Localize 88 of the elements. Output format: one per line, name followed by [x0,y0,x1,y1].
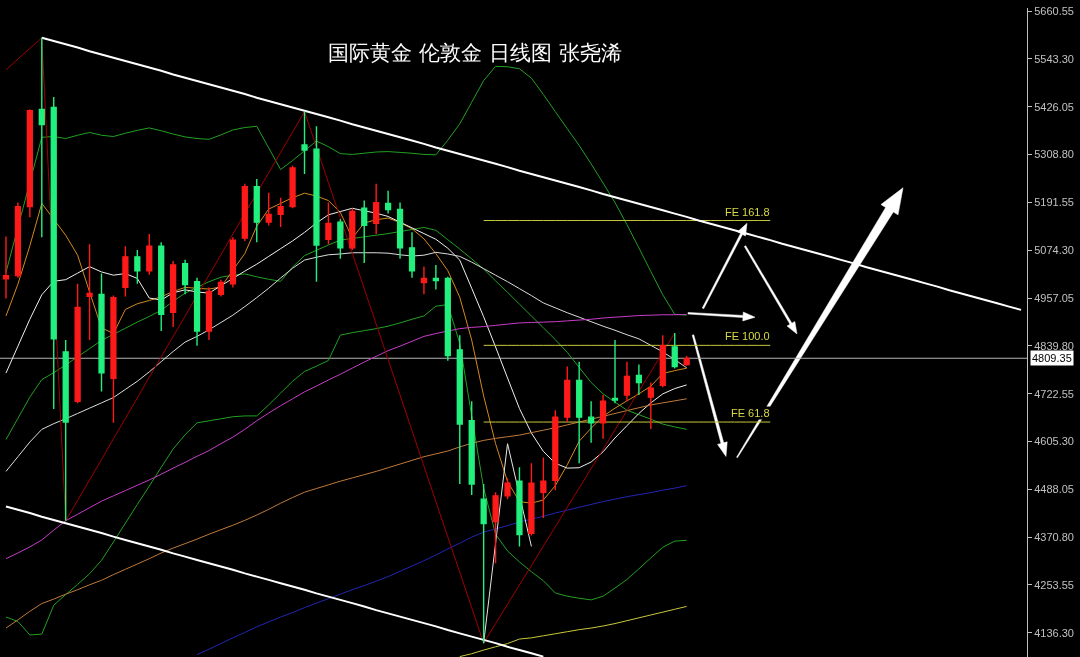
candlestick [26,108,33,218]
candlestick [98,272,105,393]
line-series [5,398,688,629]
ref-line-label: 4809.35 [1032,352,1072,364]
line-series [5,65,688,316]
candlestick [432,264,439,291]
y-tick-label: 5308.80 [1034,148,1074,161]
candlestick [408,231,416,279]
line-series [5,313,688,560]
candlestick [659,334,666,389]
y-tick-label: 5543.30 [1034,52,1074,65]
candlestick [122,245,129,298]
y-tick-label: 5191.55 [1034,196,1074,209]
y-tick-label: 4722.55 [1034,387,1074,400]
line-series [5,37,676,644]
candlestick [349,207,356,251]
candlestick [313,125,320,283]
candlestick [611,339,619,404]
candlestick [217,278,225,298]
candlestick [337,218,344,260]
candlestick [599,394,607,440]
candlestick [277,196,284,228]
candlestick [86,243,93,341]
candlestick [635,363,643,396]
candlestick [241,183,248,242]
candlestick [14,201,22,279]
candlestick [373,183,380,235]
candlestick [253,178,260,243]
candlestick [456,334,463,485]
line-series [5,226,688,441]
candlestick [325,201,332,245]
candlestick [110,294,117,424]
candlestick [623,360,631,402]
candlestick [468,400,475,496]
y-tick-label: 4253.55 [1034,578,1074,591]
line-series [196,485,688,656]
candlestick [361,199,368,264]
candlestick [552,409,559,491]
candlestick [540,456,547,519]
candlestick [170,260,177,328]
candlestick [671,332,678,370]
annotation: FE 100.0 [725,330,770,342]
candlestick [564,365,571,423]
y-tick-label: 4839.80 [1034,339,1074,352]
y-tick-label: 5426.05 [1034,100,1074,113]
line-series [459,605,688,657]
y-tick-label: 4957.05 [1034,291,1074,304]
candlestick [62,339,69,522]
line-series [5,207,688,469]
candlestick [74,283,81,404]
candlestick [146,233,153,276]
y-tick-label: 4136.30 [1034,626,1074,639]
candlestick [289,165,296,209]
candlestick [516,466,523,548]
candlestick [384,190,392,215]
text: 国际黄金 伦敦金 日线图 张尧浠 [328,41,622,66]
candlestick [576,360,583,464]
candlestick [480,483,487,644]
candlestick [38,37,45,238]
candlestick [420,265,428,296]
annotation: FE 61.8 [731,407,770,419]
candlestick [181,258,189,296]
candlestick [492,491,499,564]
candlestick [647,381,654,430]
y-tick-label: 5074.30 [1034,244,1074,257]
candlestick [504,477,511,500]
line-series [5,251,688,472]
line-series [5,192,688,504]
annotation: FE 161.8 [725,206,770,218]
candlestick [444,276,451,362]
candlestick [588,400,595,444]
y-tick-label: 4605.30 [1034,435,1074,448]
candlestick [158,241,165,332]
candlestick [205,286,213,341]
candlestick [528,462,535,537]
candlestick [265,192,272,227]
candlestick [229,236,236,289]
line-series [5,304,688,636]
candlestick [50,96,57,410]
y-tick-label: 4370.80 [1034,531,1074,543]
candlestick [301,110,308,175]
candlestick [134,249,141,285]
y-tick-label: 5660.55 [1034,4,1074,17]
candlestick [2,235,10,300]
y-tick-label: 4488.05 [1034,483,1074,496]
line-series [4,505,545,657]
candlestick [396,201,404,260]
candlestick [193,276,201,347]
